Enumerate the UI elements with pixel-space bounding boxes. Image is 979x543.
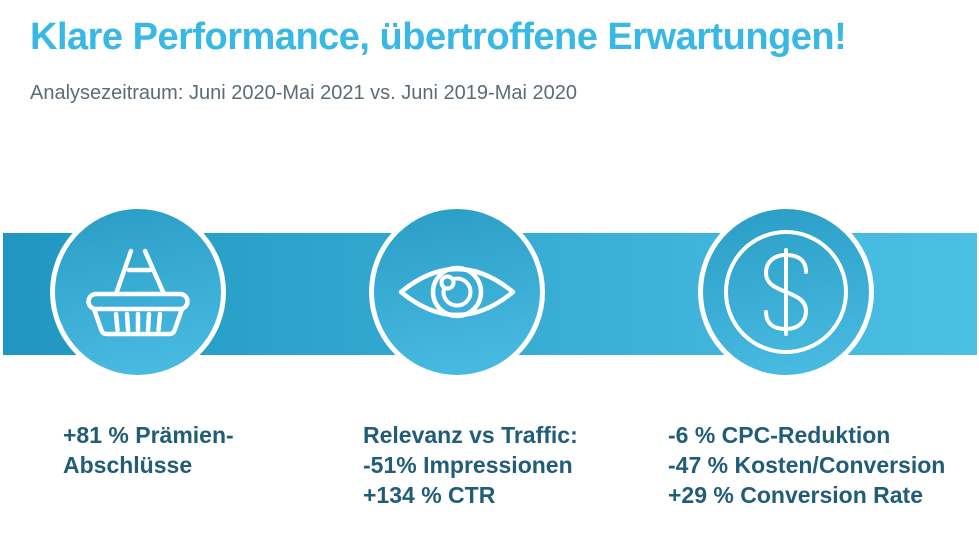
stat-block-relevanz: Relevanz vs Traffic: -51% Impressionen +… (363, 420, 578, 510)
kpi-circle-eye (369, 204, 545, 380)
stat-line: -47 % Kosten/Conversion (668, 452, 946, 478)
stat-line: -51% Impressionen (363, 452, 573, 478)
stat-line: +134 % CTR (363, 482, 496, 508)
kpi-circle-dollar (698, 204, 874, 380)
kpi-circle-basket (50, 204, 226, 380)
stat-block-praemien: +81 % Prämien- Abschlüsse (63, 420, 234, 480)
eye-icon (398, 265, 516, 319)
shopping-basket-icon (86, 248, 190, 337)
stat-line: Relevanz vs Traffic: (363, 422, 578, 448)
analysis-period-subtitle: Analysezeitraum: Juni 2020-Mai 2021 vs. … (30, 82, 577, 104)
stat-block-kosten: -6 % CPC-Reduktion -47 % Kosten/Conversi… (668, 420, 945, 510)
page-title: Klare Performance, übertroffene Erwartun… (30, 16, 847, 58)
dollar-coin-icon (724, 230, 848, 354)
stat-line: Abschlüsse (63, 452, 193, 478)
stat-line: +29 % Conversion Rate (668, 482, 924, 508)
stat-line: -6 % CPC-Reduktion (668, 422, 891, 448)
stat-line: +81 % Prämien- (63, 422, 234, 448)
